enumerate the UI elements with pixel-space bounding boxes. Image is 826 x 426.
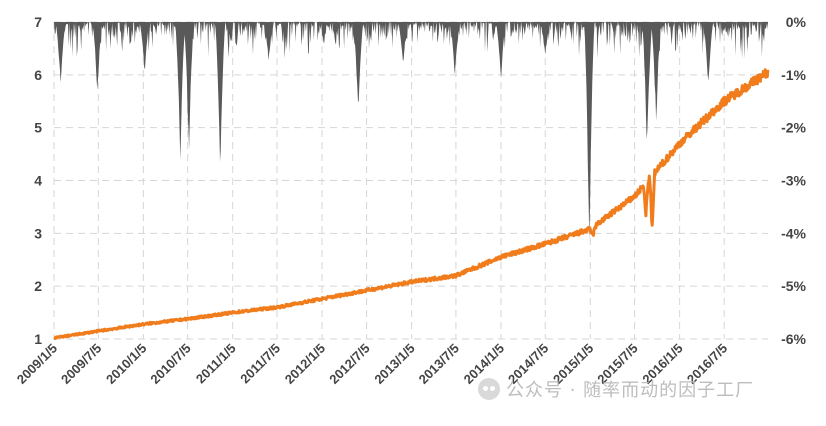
y-left-tick-label: 5 — [34, 120, 42, 136]
y-left-tick-label: 6 — [34, 67, 42, 83]
nav-line — [53, 68, 770, 340]
y-left-tick-label: 4 — [34, 173, 42, 189]
drawdown-area — [54, 22, 768, 240]
y-right-tick-label: -3% — [781, 173, 806, 189]
y-right-ticks: 0% -1% -2% -3% -4% -5% -6% — [781, 14, 806, 347]
x-tick-label: 2010/1/5 — [103, 341, 149, 387]
y-left-tick-label: 7 — [34, 14, 42, 30]
y-left-ticks: 1 2 3 4 5 6 7 — [34, 14, 42, 347]
watermark-text: 公众号 · 随率而动的因子工厂 — [506, 380, 755, 401]
nav-line-path — [53, 68, 770, 340]
y-right-tick-label: -1% — [781, 67, 806, 83]
grid — [53, 21, 768, 340]
y-right-tick-label: -5% — [781, 278, 806, 294]
x-tick-label: 2011/1/5 — [193, 341, 239, 387]
x-tick-label: 2013/7/5 — [416, 341, 462, 387]
wechat-icon — [478, 378, 500, 400]
x-tick-label: 2012/1/5 — [282, 341, 328, 387]
x-tick-label: 2013/1/5 — [371, 341, 417, 387]
y-right-tick-label: 0% — [786, 14, 807, 30]
watermark: 公众号 · 随率而动的因子工厂 — [478, 376, 754, 402]
x-tick-label: 2012/7/5 — [326, 341, 372, 387]
x-tick-label: 2011/7/5 — [237, 341, 283, 387]
x-tick-label: 2009/1/5 — [14, 341, 60, 387]
y-right-tick-label: -2% — [781, 120, 806, 136]
y-left-tick-label: 3 — [34, 225, 42, 241]
x-tick-label: 2009/7/5 — [58, 341, 104, 387]
x-tick-label: 2010/7/5 — [147, 341, 193, 387]
y-right-tick-label: -4% — [781, 225, 806, 241]
y-left-tick-label: 1 — [34, 331, 42, 347]
y-right-tick-label: -6% — [781, 331, 806, 347]
y-left-tick-label: 2 — [34, 278, 42, 294]
drawdown-area-shape — [54, 22, 768, 240]
